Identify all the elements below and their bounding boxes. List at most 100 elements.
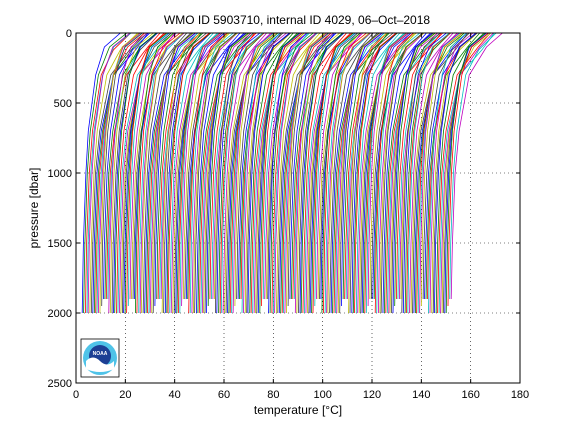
- profile-line: [206, 33, 247, 314]
- axis-ticks: [75, 32, 521, 384]
- profile-line: [364, 33, 408, 314]
- profile-line: [361, 33, 412, 314]
- profile-line: [385, 33, 442, 314]
- profile-line: [360, 33, 414, 314]
- profile-line: [250, 33, 305, 314]
- profile-line: [402, 33, 447, 314]
- profile-line: [410, 33, 465, 314]
- profile-line: [148, 33, 199, 314]
- profile-line: [114, 33, 157, 314]
- profile-line: [167, 33, 211, 314]
- profile-line: [425, 33, 481, 300]
- profile-line: [147, 33, 201, 314]
- profile-line: [98, 33, 141, 314]
- profile-line: [132, 33, 188, 300]
- profile-line: [216, 33, 261, 314]
- profile-line: [231, 33, 274, 314]
- profile-line: [247, 33, 291, 314]
- profile-line: [156, 33, 204, 300]
- profile-line: [351, 33, 398, 314]
- profile-line: [87, 33, 131, 314]
- profile-line: [383, 33, 438, 314]
- profile-line: [434, 33, 477, 314]
- profile-line: [289, 33, 337, 300]
- profile-line: [342, 33, 390, 300]
- profile-line: [101, 33, 143, 307]
- profile-line: [445, 33, 486, 314]
- profile-line: [323, 33, 367, 314]
- profile-line: [431, 33, 478, 314]
- profile-line: [172, 33, 229, 314]
- profile-line: [269, 33, 314, 314]
- profile-line: [196, 33, 245, 314]
- profile-line: [227, 33, 281, 314]
- profile-line: [178, 33, 221, 314]
- profile-line: [246, 33, 292, 314]
- y-tick-label: 1500: [48, 238, 72, 250]
- profile-line: [419, 33, 460, 314]
- profile-line: [339, 33, 380, 314]
- plot-frame: [75, 32, 521, 384]
- profile-line: [259, 33, 300, 314]
- profile-line: [447, 33, 489, 307]
- profile-line: [159, 33, 214, 300]
- profile-line: [352, 33, 398, 314]
- profile-line: [441, 33, 492, 314]
- profile-line: [349, 33, 394, 314]
- profile-line: [376, 33, 421, 314]
- profile-line: [142, 33, 192, 314]
- profile-line: [444, 33, 487, 314]
- profile-line: [136, 33, 181, 314]
- noaa-logo-text: NOAA: [93, 351, 108, 357]
- profile-line: [90, 33, 145, 314]
- profile-line: [113, 33, 158, 314]
- y-tick-labels: 0 500 1000 1500 2000 2500: [48, 28, 72, 390]
- profile-line: [111, 33, 158, 314]
- profile-line: [401, 33, 441, 314]
- profile-line: [378, 33, 425, 314]
- profile-line: [412, 33, 469, 314]
- profile-line: [354, 33, 397, 314]
- profile-line: [139, 33, 185, 314]
- profile-line: [219, 33, 265, 314]
- profile-line: [182, 33, 230, 300]
- profile-line: [391, 33, 434, 314]
- profile-line: [197, 33, 251, 314]
- profile-line: [357, 33, 411, 314]
- profile-line: [302, 33, 352, 314]
- profile-line: [81, 33, 121, 314]
- profile-line: [382, 33, 431, 314]
- x-tick-label: 140: [412, 389, 430, 401]
- profile-line: [437, 33, 491, 314]
- profile-line: [169, 33, 218, 314]
- profile-line: [225, 33, 282, 314]
- profile-line: [224, 33, 278, 314]
- profile-line: [392, 33, 433, 314]
- profile-line: [316, 33, 364, 300]
- profile-line: [332, 33, 389, 314]
- x-axis-label: temperature [°C]: [254, 403, 342, 417]
- profile-line: [307, 33, 361, 314]
- profile-line: [239, 33, 294, 300]
- profile-line: [124, 33, 168, 314]
- profile-line: [163, 33, 207, 314]
- profile-line: [108, 33, 148, 314]
- y-tick-label: 0: [66, 28, 72, 40]
- x-tick-label: 20: [119, 389, 131, 401]
- profile-line: [284, 33, 328, 314]
- profile-line: [429, 33, 474, 314]
- profile-line: [261, 33, 303, 307]
- profile-line: [292, 33, 347, 300]
- profile-line: [116, 33, 165, 314]
- profile-line: [92, 33, 149, 314]
- profile-line: [185, 33, 241, 300]
- profile-line: [265, 33, 321, 300]
- profile-line: [277, 33, 331, 314]
- profile-line: [175, 33, 225, 314]
- profile-line: [407, 33, 450, 314]
- chart-title: WMO ID 5903710, internal ID 4029, 06–Oct…: [164, 13, 430, 27]
- profile-line: [396, 33, 444, 300]
- x-tick-label: 100: [313, 389, 331, 401]
- profile-line: [232, 33, 273, 314]
